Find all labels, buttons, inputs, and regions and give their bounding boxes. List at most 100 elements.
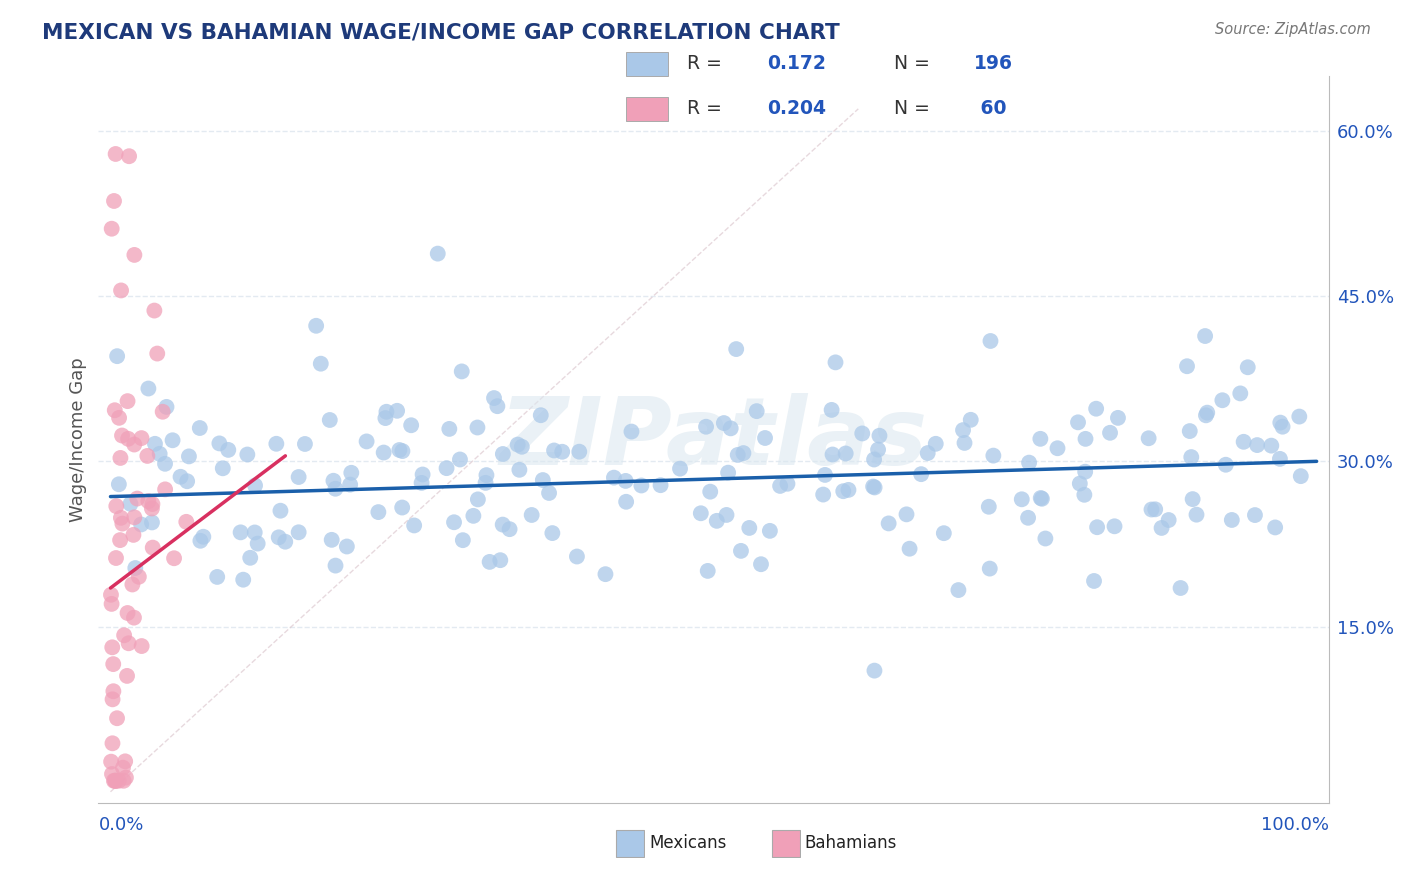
Point bbox=[1099, 425, 1122, 440]
Point bbox=[863, 480, 886, 494]
Point bbox=[1175, 359, 1198, 374]
Point bbox=[551, 444, 574, 458]
Text: N =: N = bbox=[894, 99, 936, 119]
Point bbox=[287, 525, 309, 540]
Point bbox=[530, 408, 553, 422]
Text: 0.0%: 0.0% bbox=[98, 816, 143, 834]
Point bbox=[115, 669, 138, 683]
Point bbox=[506, 437, 529, 451]
Point bbox=[128, 570, 150, 584]
Point bbox=[1246, 438, 1268, 452]
Text: MEXICAN VS BAHAMIAN WAGE/INCOME GAP CORRELATION CHART: MEXICAN VS BAHAMIAN WAGE/INCOME GAP CORR… bbox=[42, 22, 839, 42]
Point bbox=[1144, 502, 1167, 516]
Text: 0.204: 0.204 bbox=[768, 99, 827, 119]
Point bbox=[162, 434, 184, 448]
Point bbox=[336, 540, 359, 554]
Point bbox=[105, 711, 128, 725]
Point bbox=[1035, 532, 1057, 546]
Point bbox=[689, 506, 711, 520]
Point bbox=[1211, 393, 1233, 408]
Point bbox=[1288, 409, 1310, 424]
Point bbox=[124, 561, 146, 575]
Point bbox=[498, 522, 520, 536]
Point bbox=[319, 413, 342, 427]
Point bbox=[103, 657, 125, 672]
Point bbox=[104, 403, 127, 417]
Point bbox=[531, 473, 554, 487]
Point bbox=[1197, 406, 1219, 420]
Point bbox=[239, 550, 262, 565]
Point bbox=[103, 684, 125, 698]
Point bbox=[720, 421, 742, 435]
Point bbox=[103, 773, 125, 788]
Point bbox=[492, 517, 515, 532]
Point bbox=[112, 773, 135, 788]
Point bbox=[127, 491, 149, 506]
Point bbox=[959, 413, 981, 427]
Point bbox=[1067, 415, 1090, 429]
Point bbox=[1031, 491, 1053, 506]
Point bbox=[917, 446, 939, 460]
Point bbox=[1268, 451, 1291, 466]
Point bbox=[977, 500, 1000, 514]
Point bbox=[339, 477, 361, 491]
Point bbox=[1140, 502, 1163, 516]
Point bbox=[620, 425, 643, 439]
Point bbox=[105, 349, 128, 363]
Point bbox=[475, 468, 498, 483]
Point bbox=[717, 466, 740, 480]
Point bbox=[630, 478, 652, 492]
Point bbox=[321, 533, 343, 547]
Point bbox=[738, 521, 761, 535]
Point bbox=[868, 442, 890, 457]
Point bbox=[1137, 431, 1160, 445]
Point bbox=[1215, 458, 1237, 472]
Point bbox=[745, 404, 768, 418]
Point bbox=[356, 434, 378, 449]
Point bbox=[669, 461, 692, 475]
Point bbox=[114, 755, 136, 769]
Point bbox=[325, 482, 347, 496]
Point bbox=[375, 405, 398, 419]
Point bbox=[1107, 410, 1129, 425]
Point bbox=[107, 773, 129, 788]
Point bbox=[910, 467, 932, 482]
Point bbox=[117, 636, 139, 650]
Point bbox=[388, 442, 411, 457]
Point bbox=[373, 445, 395, 459]
Point bbox=[367, 505, 389, 519]
FancyBboxPatch shape bbox=[626, 52, 668, 76]
Point bbox=[1185, 508, 1208, 522]
Point bbox=[821, 448, 844, 462]
Point bbox=[1233, 434, 1256, 449]
Point bbox=[105, 551, 128, 566]
Point bbox=[520, 508, 543, 522]
Point bbox=[953, 436, 976, 450]
Point bbox=[120, 497, 142, 511]
Point bbox=[325, 558, 347, 573]
Point bbox=[1104, 519, 1126, 533]
Point bbox=[877, 516, 900, 531]
Point bbox=[650, 478, 672, 492]
Point bbox=[510, 440, 533, 454]
Point bbox=[142, 541, 165, 555]
Point bbox=[1069, 476, 1091, 491]
Point bbox=[108, 533, 131, 548]
Point bbox=[832, 484, 855, 499]
Point bbox=[177, 450, 200, 464]
Point bbox=[117, 394, 139, 409]
Point bbox=[749, 558, 772, 572]
Point bbox=[267, 530, 290, 544]
Point bbox=[105, 499, 128, 513]
Point bbox=[1046, 442, 1069, 456]
Point bbox=[100, 597, 122, 611]
Point bbox=[614, 495, 637, 509]
Point bbox=[713, 416, 735, 430]
Point bbox=[193, 530, 215, 544]
Point bbox=[155, 400, 177, 414]
Text: 0.172: 0.172 bbox=[768, 54, 825, 73]
Point bbox=[696, 564, 718, 578]
Point bbox=[211, 461, 233, 475]
Point bbox=[108, 410, 131, 425]
Point bbox=[374, 411, 396, 425]
